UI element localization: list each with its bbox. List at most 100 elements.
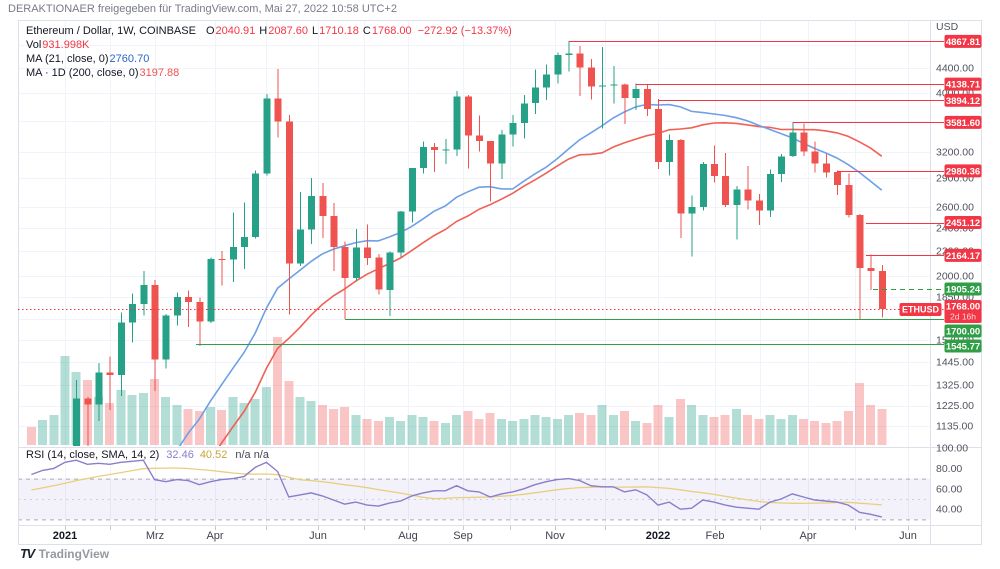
volume-bar [787,415,797,445]
volume-bar [608,415,618,445]
candle-body [431,146,439,151]
volume-bar [731,409,741,445]
ma21-line [178,103,883,446]
price-axis[interactable] [930,20,982,545]
volume-bar [810,421,820,445]
low-label: L [312,25,319,37]
time-axis[interactable] [18,525,982,545]
candle-body [274,98,282,122]
candle-body [196,301,204,322]
time-tick-label: Mrz [146,530,164,542]
candle-body [599,85,607,87]
volume-bar [429,421,439,445]
rsi-line [31,459,882,518]
candle-body [543,74,551,88]
level-badge [944,339,982,353]
time-tick-label: Feb [706,530,725,542]
rsi-tick-label: 40.00 [936,504,962,516]
ma200-line [218,121,883,446]
candle-body [778,156,786,175]
volume-bar [496,419,506,445]
volume-bar [720,415,730,445]
volume-value: 931.998K [42,39,90,51]
volume-bar [205,407,215,445]
volume-bar [340,407,350,445]
candle-body [73,398,81,446]
volume-bar [273,337,283,445]
price-tick-label: 3200.00 [936,147,974,159]
rsi-tick-label: 80.00 [936,463,962,475]
volume-bar [743,415,753,445]
candle-body [744,189,752,201]
candle-body [151,285,159,360]
close-label: C [362,25,371,37]
level-badge [944,115,982,129]
price-tick-label: 4400.00 [936,63,974,75]
volume-bar [384,417,394,445]
volume-bar [396,421,406,445]
open-label: O [205,25,215,37]
level-badge-label: 2980.36 [946,166,980,177]
volume-bar [642,423,652,445]
candle-body [677,140,685,214]
volume-bar [485,413,495,445]
current-price-badge [944,300,982,323]
tradingview-attribution[interactable]: TV TradingView [20,546,109,561]
current-price-badge-value: 1768.00 [946,302,980,313]
volume-bar [776,419,786,445]
axis-badges-layer: 4867.81 4138.71 3894.12 3581.60 2980.36 2451.… [899,34,982,353]
candle-body [621,84,629,98]
volume-bar [474,419,484,445]
rsi-sma-line [31,467,882,506]
time-tick-label: Apr [206,530,223,542]
level-badge [944,324,982,338]
bar-countdown-label: 2d 16h [950,312,976,322]
level-badge [944,164,982,178]
symbol-info-row[interactable]: Ethereum / Dollar, 1W, COINBASE O2040.91 H… [26,24,512,38]
rsi-legend-row[interactable]: RSI (14, close, SMA, 14, 2) 32.46 40.52 n/a… [26,449,269,461]
volume-bar [250,399,260,445]
ma200-row[interactable]: MA · 1D (200, close, 0)3197.88 [26,66,512,80]
volume-bar [799,419,809,445]
candle-body [185,296,193,302]
candle-body [531,87,539,104]
level-badge [944,34,982,48]
candle-body [229,246,237,260]
volume-row[interactable]: Vol931.998K [26,38,512,52]
candle-body [173,296,181,316]
candles-layer [73,41,886,446]
level-badge [944,93,982,107]
candle-body [587,67,595,87]
time-tick-label: Aug [398,530,418,542]
volume-bar [38,420,48,445]
volume-bar [127,395,137,445]
price-levels-layer[interactable] [18,41,944,345]
rsi-sma-value: 40.52 [199,449,228,461]
volume-bar [217,410,227,445]
candle-body [688,206,696,214]
volume-bar [519,419,529,445]
low-value: 1710.18 [319,25,359,37]
candle-body [800,132,808,152]
level-badge-label: 4138.71 [946,80,981,91]
candle-body [845,185,853,216]
candle-body [789,132,797,157]
ma200-label: MA · 1D (200, close, 0) [26,67,139,79]
legend-panel: Ethereum / Dollar, 1W, COINBASE O2040.91 H… [26,24,512,80]
candle-body [699,163,707,207]
candle-body [733,189,741,205]
volume-bar [675,399,685,445]
volume-bar [597,405,607,445]
candle-body [834,172,842,185]
change-value: −272.92 (−13.37%) [417,25,512,37]
candle-body [397,211,405,253]
rsi-value: 32.46 [166,449,194,461]
level-badge [944,216,982,230]
ma21-row[interactable]: MA (21, close, 0)2760.70 [26,52,512,66]
volume-bar [329,409,339,445]
candle-body [766,174,774,211]
candle-body [84,398,92,405]
rsi-tick-label: 100.00 [936,443,968,455]
volume-bar [586,415,596,445]
